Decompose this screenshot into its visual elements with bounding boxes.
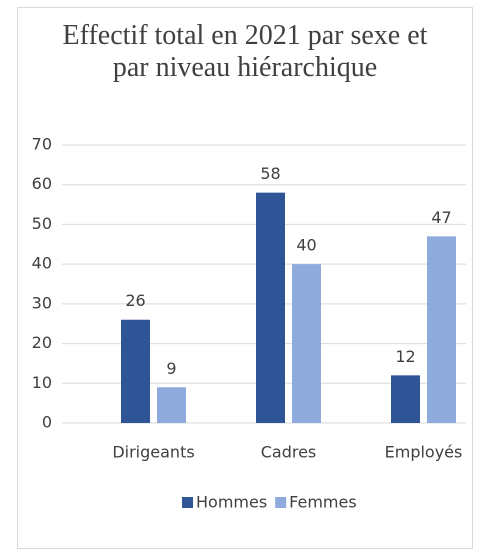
x-tick-label: Cadres [261,443,317,462]
y-tick-label: 40 [32,254,52,273]
y-tick-label: 70 [32,135,52,154]
bar [121,319,150,423]
legend-swatch [182,497,193,508]
y-tick-label: 10 [32,373,52,392]
data-label: 40 [296,236,316,255]
legend-label: Femmes [289,493,357,512]
data-label: 26 [125,291,145,310]
chart-title: Effectif total en 2021 par sexe et par n… [62,20,428,83]
bar [292,264,321,423]
data-label: 58 [260,164,280,183]
x-tick-label: Dirigeants [112,443,194,462]
x-tick-label: Employés [385,443,463,462]
y-tick-label: 20 [32,333,52,352]
data-label: 47 [431,208,451,227]
legend-label: Hommes [196,493,267,512]
data-label: 9 [166,359,176,378]
bar [391,375,420,423]
bar [427,236,456,423]
y-tick-label: 60 [32,174,52,193]
y-tick-label: 50 [32,214,52,233]
data-label: 12 [395,347,415,366]
legend-swatch [275,497,287,508]
y-tick-label: 30 [32,293,52,312]
chart-border [17,7,473,549]
bar [157,387,186,423]
bar [256,192,285,423]
y-tick-label: 0 [42,413,52,432]
